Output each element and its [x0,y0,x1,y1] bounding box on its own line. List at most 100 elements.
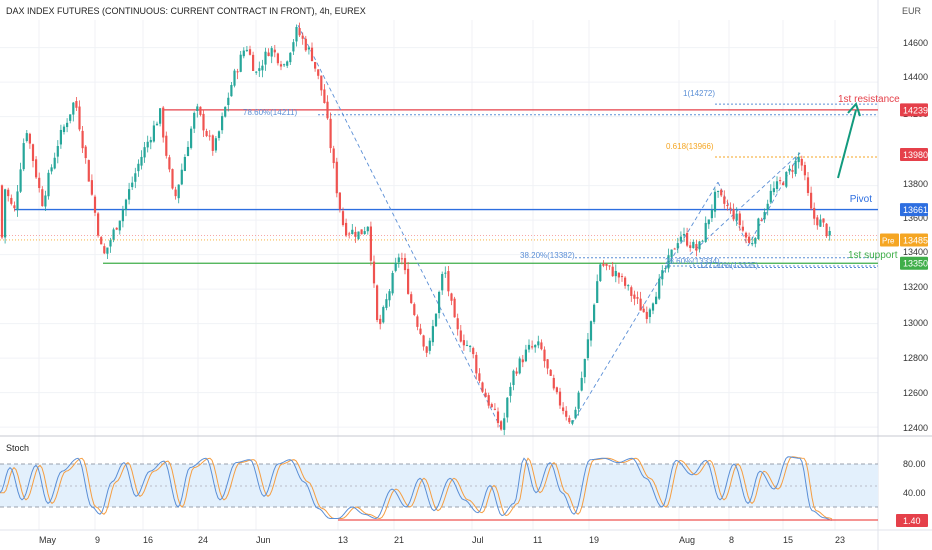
candle-body [149,139,152,143]
candle-body [689,245,692,248]
candle-body [221,116,224,131]
candle-body [317,69,320,76]
candle-body [391,272,394,294]
candle-body [698,241,701,250]
candle-body [459,330,462,342]
time-tick: Jun [256,535,271,545]
candle-body [500,421,503,430]
candle-body [667,255,670,269]
candle-body [806,177,810,193]
candle-body [670,249,673,258]
candle-body [72,102,75,115]
candle-body [655,296,658,305]
candle-body [704,222,707,242]
time-tick: Aug [679,535,695,545]
time-tick: 9 [95,535,100,545]
candle-body [800,158,803,166]
fib-382-label: 38.20%(13382) [520,251,575,260]
candle-body [7,189,10,197]
candle-body [168,157,171,170]
price-tick: 13400 [903,247,928,257]
candle-body [363,231,366,235]
candle-body [478,373,481,381]
candle-body [562,407,565,411]
candle-body [236,71,239,73]
candle-body [679,236,682,242]
candle-body [608,265,611,267]
pivot-label: Pivot [850,194,872,205]
candle-body [239,54,242,72]
candle-body [419,328,422,334]
price-badge [900,148,928,162]
candle-body [496,411,500,424]
candle-body [292,42,295,52]
candle-body [394,263,397,271]
price-badge [900,233,928,247]
price-badge-text: 13485 [903,235,928,245]
levels-layer [0,24,878,431]
candle-body [78,106,81,130]
candle-body [754,238,757,244]
swing-line [689,152,801,255]
candle-body [453,298,456,318]
candle-body [255,71,258,73]
candle-body [620,276,624,278]
candle-body [295,26,298,42]
candle-body [366,226,369,232]
candle-body [186,146,190,157]
candle-body [50,167,53,172]
candle-body [769,190,772,203]
candle-body [267,52,270,56]
candle-body [605,263,608,266]
candle-body [422,335,425,347]
price-tick: 13800 [903,179,928,189]
time-tick: 21 [394,535,404,545]
candle-body [794,160,797,174]
price-tick: 12400 [903,423,928,433]
candle-body [134,173,137,182]
candle-body [624,277,627,286]
fib-100-label: 1(14272) [683,89,715,98]
candle-body [298,28,301,36]
candle-body [382,307,385,323]
candle-body [816,217,819,226]
candle-body [788,168,791,172]
candle-body [199,106,202,115]
candle-body [738,213,741,226]
candle-body [112,229,115,240]
candle-body [369,226,372,261]
candle-body [341,211,345,225]
candle-body [797,157,800,163]
support-label: 1st support [848,250,898,261]
candle-body [813,207,816,219]
candle-body [593,304,596,322]
candle-body [748,236,751,243]
time-tick: 16 [143,535,153,545]
price-badge [900,103,928,117]
candle-body [279,64,283,67]
candle-body [93,196,97,213]
candle-body [648,309,651,318]
candle-body [434,313,438,327]
candle-body [636,297,639,299]
time-tick: 8 [729,535,734,545]
candle-body [180,169,183,185]
candle-body [614,270,617,277]
candle-body [462,340,465,346]
candle-body [276,53,279,64]
candle-body [320,75,323,91]
candle-body [472,348,475,355]
candle-body [490,404,493,408]
candle-body [28,133,31,144]
candle-body [828,230,831,236]
candle-body [84,146,87,159]
oscillator-label: Stoch [6,443,29,453]
candle-body [509,386,512,396]
price-badge-text: 14239 [903,105,928,115]
candle-body [515,371,518,374]
candle-body [751,243,754,245]
candle-body [692,241,695,249]
candle-body [744,232,748,238]
candle-body [540,342,543,350]
candle-body [165,135,168,156]
